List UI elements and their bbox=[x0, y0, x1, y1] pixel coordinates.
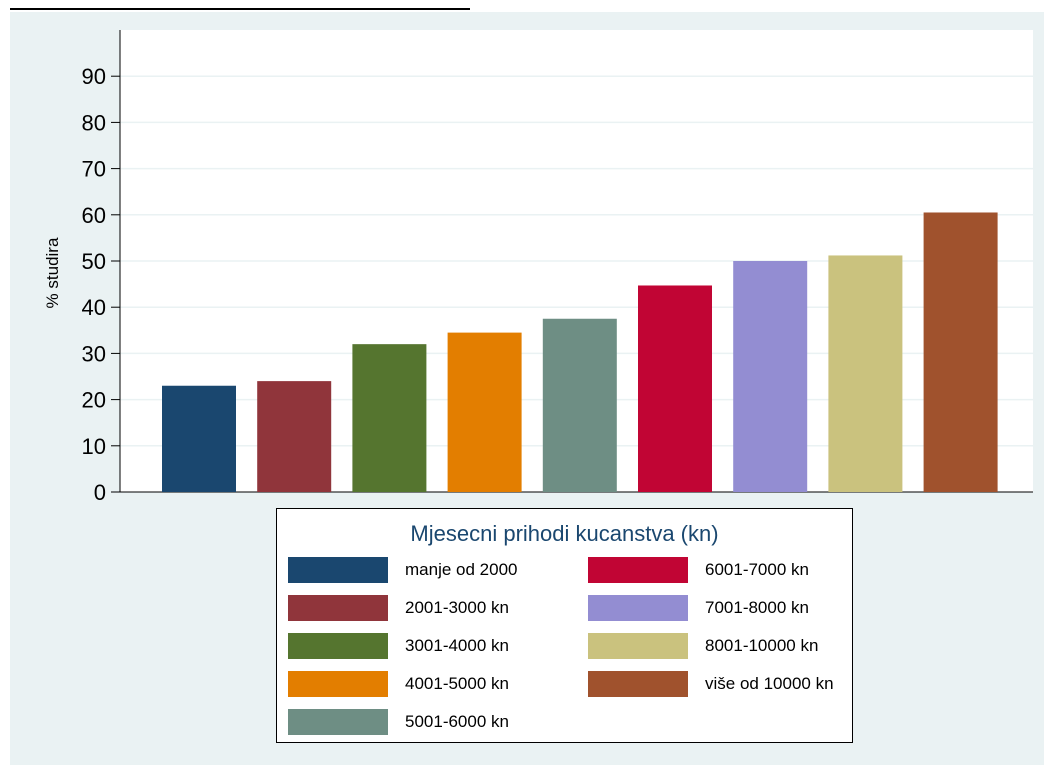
legend-label: 8001-10000 kn bbox=[705, 636, 819, 655]
y-tick-label: 10 bbox=[82, 434, 106, 459]
y-tick-label: 40 bbox=[82, 295, 106, 320]
legend-label: 2001-3000 kn bbox=[405, 598, 509, 617]
legend-swatch bbox=[288, 595, 388, 621]
y-tick-label: 70 bbox=[82, 157, 106, 182]
bar-6 bbox=[638, 285, 712, 492]
legend-swatch bbox=[588, 633, 688, 659]
bar-3 bbox=[352, 344, 427, 492]
legend-item: 6001-7000 kn bbox=[588, 557, 809, 583]
bar-8 bbox=[828, 255, 903, 492]
y-tick-label: 30 bbox=[82, 341, 106, 366]
top-rule bbox=[10, 8, 470, 10]
legend-label: 5001-6000 kn bbox=[405, 712, 509, 731]
legend: Mjesecni prihodi kucanstva (kn) manje od… bbox=[276, 508, 853, 743]
bar-5 bbox=[542, 318, 617, 492]
y-tick-label: 20 bbox=[82, 388, 106, 413]
legend-swatch bbox=[288, 633, 388, 659]
legend-title: Mjesecni prihodi kucanstva (kn) bbox=[410, 521, 719, 546]
y-tick-label: 90 bbox=[82, 64, 106, 89]
bar-2 bbox=[257, 381, 332, 492]
bar-7 bbox=[733, 261, 808, 492]
y-tick-label: 50 bbox=[82, 249, 106, 274]
legend-swatch bbox=[588, 595, 688, 621]
legend-swatch bbox=[588, 557, 688, 583]
bar-4 bbox=[447, 332, 522, 492]
bar-9 bbox=[923, 212, 998, 493]
y-tick-label: 80 bbox=[82, 110, 106, 135]
legend-label: 7001-8000 kn bbox=[705, 598, 809, 617]
legend-swatch bbox=[288, 709, 388, 735]
legend-item: 3001-4000 kn bbox=[288, 633, 509, 659]
y-tick-label: 60 bbox=[82, 203, 106, 228]
legend-item: više od 10000 kn bbox=[588, 671, 834, 697]
legend-label: 3001-4000 kn bbox=[405, 636, 509, 655]
legend-swatch bbox=[288, 671, 388, 697]
legend-label: više od 10000 kn bbox=[705, 674, 834, 693]
legend-item: manje od 2000 bbox=[288, 557, 517, 583]
legend-label: 6001-7000 kn bbox=[705, 560, 809, 579]
y-tick-label: 0 bbox=[94, 480, 106, 505]
y-axis-title: % studira bbox=[43, 237, 62, 308]
legend-label: 4001-5000 kn bbox=[405, 674, 509, 693]
legend-item: 4001-5000 kn bbox=[288, 671, 509, 697]
legend-item: 5001-6000 kn bbox=[288, 709, 509, 735]
legend-item: 8001-10000 kn bbox=[588, 633, 818, 659]
legend-item: 7001-8000 kn bbox=[588, 595, 809, 621]
legend-item: 2001-3000 kn bbox=[288, 595, 509, 621]
bar-1 bbox=[162, 385, 236, 492]
legend-label: manje od 2000 bbox=[405, 560, 518, 579]
legend-swatch bbox=[288, 557, 388, 583]
legend-swatch bbox=[588, 671, 688, 697]
